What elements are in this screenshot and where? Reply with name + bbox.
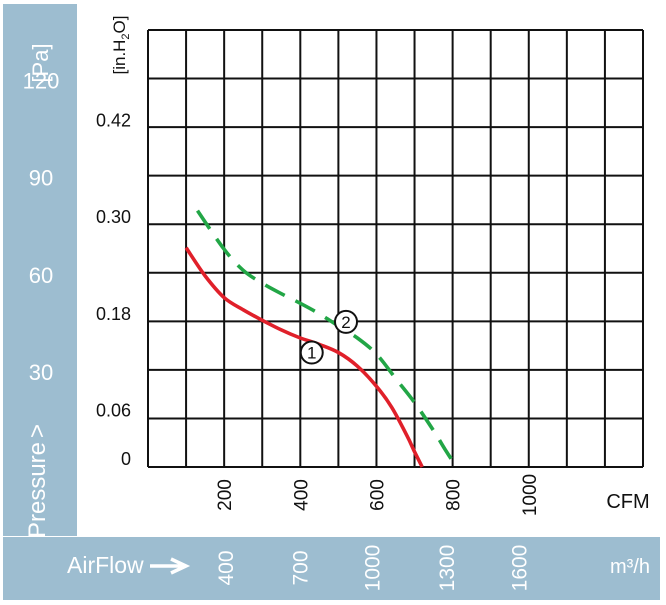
- cfm-tick-label: 1000: [520, 474, 541, 516]
- airflow-band: [3, 537, 660, 600]
- cfm-tick-label: 200: [215, 479, 236, 511]
- inh2o-tick-label: 0.18: [96, 304, 131, 324]
- inh2o-tick-label: 0.30: [96, 207, 131, 227]
- pressure-arrow-icon: >: [24, 424, 51, 438]
- series-marker-1: 1: [299, 340, 324, 365]
- pressure-unit-label: [Pa]: [28, 43, 53, 82]
- pressure-tick-label: 30: [29, 360, 53, 385]
- tick-labels: 30 60 90 120 0 0.06 0.18 0.30 0.42 200 400 600 800 10…: [23, 69, 541, 592]
- plot-grid: [147, 29, 644, 468]
- series-marker-circle: [334, 309, 358, 334]
- pressure-tick-label: 120: [23, 69, 60, 94]
- pressure-axis-title: Pressure: [24, 442, 51, 538]
- pressure-tick-label: 90: [29, 166, 53, 191]
- series-line-2: [196, 209, 458, 468]
- series-markers: 12: [299, 309, 358, 365]
- m3h-unit-label: m³/h: [610, 556, 650, 578]
- inh2o-unit-label: [in.H2O]: [110, 15, 132, 74]
- airflow-tick-label: 700: [289, 550, 312, 585]
- series-marker-label: 1: [307, 344, 316, 363]
- airflow-tick-label: 400: [215, 550, 238, 585]
- airflow-axis-title: AirFlow: [67, 552, 144, 578]
- cfm-tick-label: 600: [367, 479, 388, 511]
- airflow-arrow-icon: [150, 557, 191, 575]
- inh2o-tick-label: 0.42: [96, 110, 131, 130]
- inh2o-tick-label: 0: [121, 449, 131, 469]
- airflow-tick-label: 1000: [362, 545, 385, 592]
- series-marker-circle: [299, 340, 324, 365]
- series-marker-label: 2: [341, 313, 350, 332]
- airflow-tick-label: 1600: [508, 545, 531, 592]
- series-layer: [184, 209, 458, 468]
- cfm-tick-label: 400: [291, 479, 312, 511]
- pressure-band: [3, 4, 77, 536]
- cfm-tick-label: 800: [444, 479, 465, 511]
- cfm-unit-label: CFM: [606, 491, 649, 513]
- inh2o-tick-label: 0.06: [96, 401, 131, 421]
- series-marker-2: 2: [334, 309, 358, 334]
- airflow-tick-label: 1300: [436, 545, 459, 592]
- pressure-tick-label: 60: [29, 263, 53, 288]
